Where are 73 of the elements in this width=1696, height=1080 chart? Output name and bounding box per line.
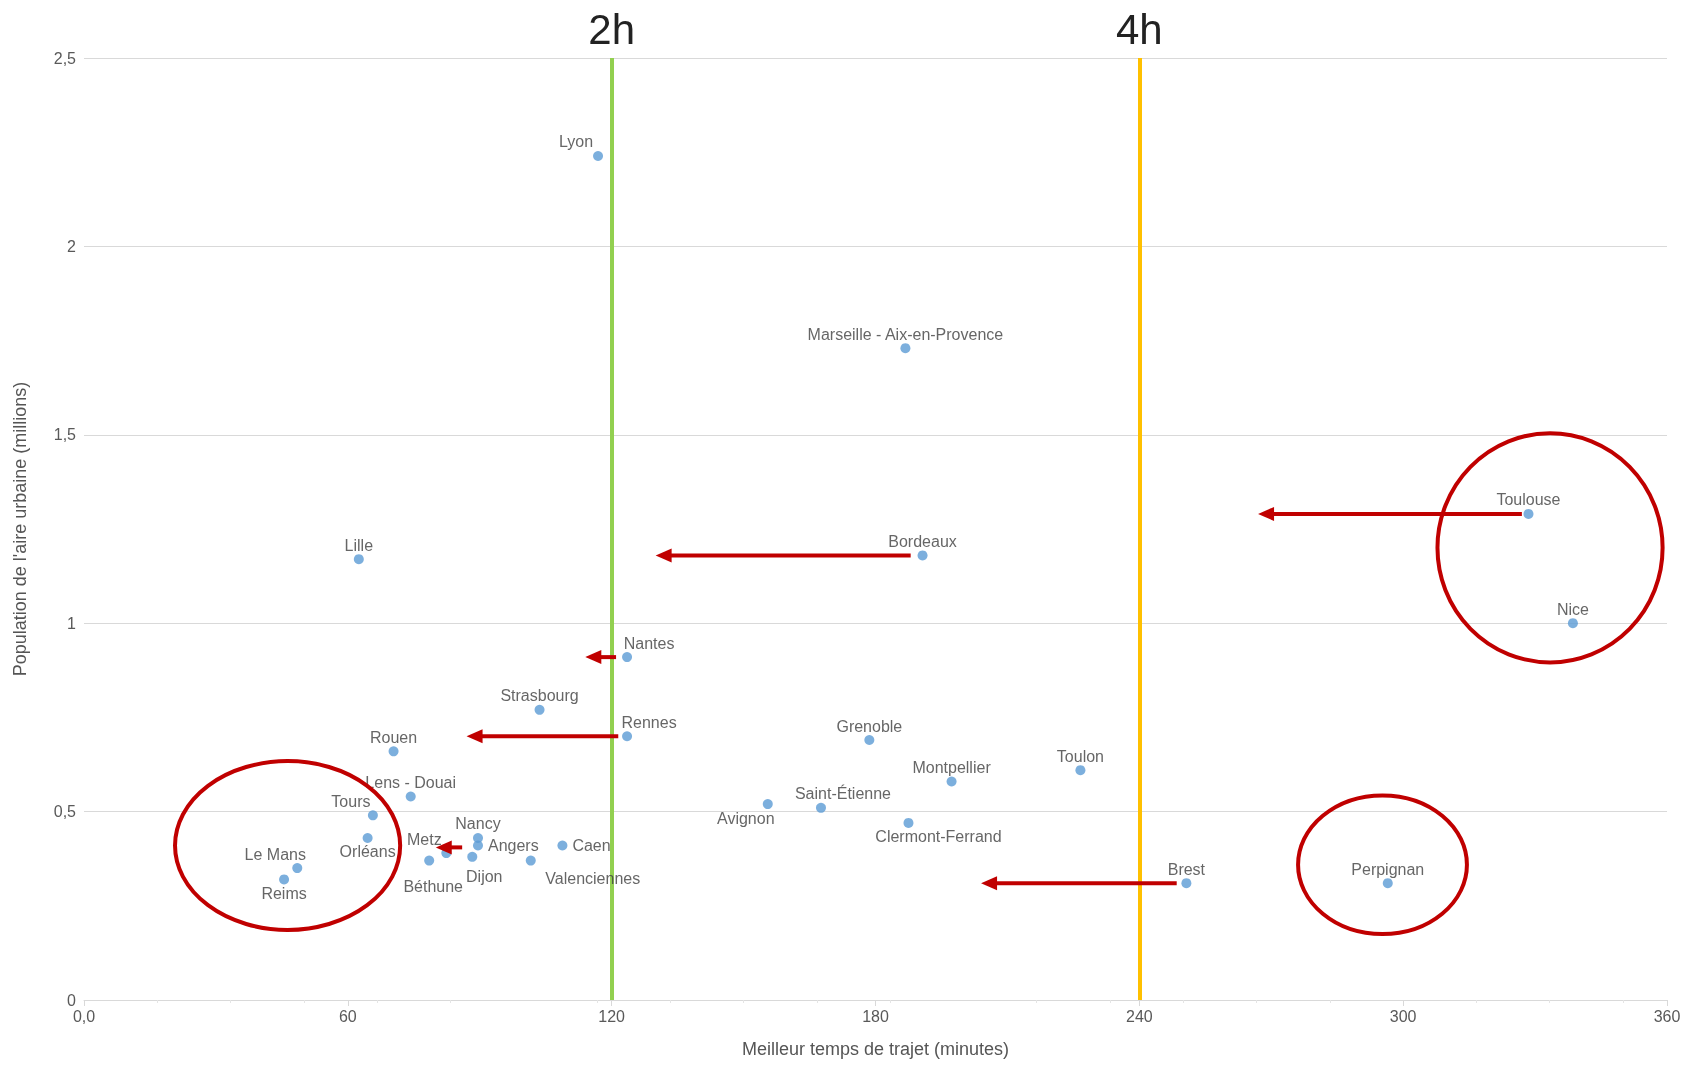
- annotation: Brest: [1167, 860, 1206, 878]
- point: [1181, 878, 1192, 889]
- annotation: Lille: [344, 536, 374, 554]
- annotation: Toulon: [1056, 747, 1104, 765]
- x-tick-label: 360: [1653, 1007, 1681, 1025]
- annotation: Orléans: [339, 843, 396, 861]
- annotation: Le Mans: [244, 845, 306, 863]
- annotation: Toulouse: [1496, 491, 1561, 509]
- y-tick-label: 1,5: [53, 426, 77, 444]
- annotation: Reims: [261, 884, 307, 902]
- y-tick-label: 2,5: [53, 49, 77, 67]
- point: [292, 863, 303, 874]
- x-tick-label: 300: [1389, 1007, 1417, 1025]
- x-tick-label: 0,0: [72, 1007, 96, 1025]
- point: [279, 874, 290, 885]
- point: [467, 851, 478, 862]
- annotation: Rennes: [621, 713, 677, 731]
- annotation: Marseille - Aix-en-Provence: [807, 325, 1004, 343]
- ref-line-label: 4h: [1115, 5, 1163, 53]
- y-tick-label: 0,5: [53, 803, 77, 821]
- annotation: Avignon: [717, 809, 775, 827]
- annotation: Montpellier: [912, 758, 992, 776]
- x-tick-label: 120: [598, 1007, 626, 1025]
- annotation: Caen: [572, 837, 611, 855]
- point: [424, 855, 435, 866]
- annotation: Tours: [331, 792, 371, 810]
- point: [525, 855, 536, 866]
- annotation: Dijon: [466, 868, 503, 886]
- point: [946, 776, 957, 787]
- x-tick-label: 60: [338, 1007, 357, 1025]
- point: [1075, 765, 1086, 776]
- point: [762, 799, 773, 810]
- x-tick-label: 180: [862, 1007, 889, 1025]
- point: [353, 554, 364, 565]
- point: [917, 550, 928, 561]
- y-axis-title: Population de l'aire urbaine (millions): [10, 381, 30, 677]
- annotation: Béthune: [403, 878, 464, 896]
- point: [864, 735, 875, 746]
- point: [622, 652, 633, 663]
- point: [534, 704, 545, 715]
- annotation: Nantes: [623, 634, 675, 652]
- y-tick-label: 1: [67, 614, 77, 632]
- point: [593, 150, 604, 161]
- point: [1523, 508, 1534, 519]
- annotation: Grenoble: [836, 717, 903, 735]
- annotation: Lyon: [558, 133, 594, 151]
- point: [1382, 878, 1393, 889]
- point: [1567, 618, 1578, 629]
- point: [622, 731, 633, 742]
- point: [903, 817, 914, 828]
- annotation: Clermont-Ferrand: [875, 828, 1002, 846]
- annotation: Bordeaux: [888, 532, 957, 550]
- annotation: Nancy: [455, 815, 501, 833]
- point: [367, 810, 378, 821]
- y-tick-label: 0: [67, 991, 77, 1009]
- point: [900, 343, 911, 354]
- annotation: Nice: [1556, 600, 1589, 618]
- annotation: Perpignan: [1351, 860, 1425, 878]
- point: [557, 840, 568, 851]
- annotation: Metz: [407, 830, 442, 848]
- x-tick-label: 240: [1125, 1007, 1153, 1025]
- point: [815, 802, 826, 813]
- annotation: Angers: [487, 837, 539, 855]
- annotation: Rouen: [369, 728, 418, 746]
- annotation: Saint-Étienne: [794, 784, 892, 803]
- ref-line-label: 2h: [588, 5, 636, 53]
- point: [405, 791, 416, 802]
- point: [388, 746, 399, 757]
- point: [473, 840, 483, 851]
- y-tick-label: 2: [67, 237, 77, 255]
- x-axis-title: Meilleur temps de trajet (minutes): [741, 1039, 1010, 1059]
- annotation: Strasbourg: [500, 687, 579, 705]
- point: [362, 832, 373, 843]
